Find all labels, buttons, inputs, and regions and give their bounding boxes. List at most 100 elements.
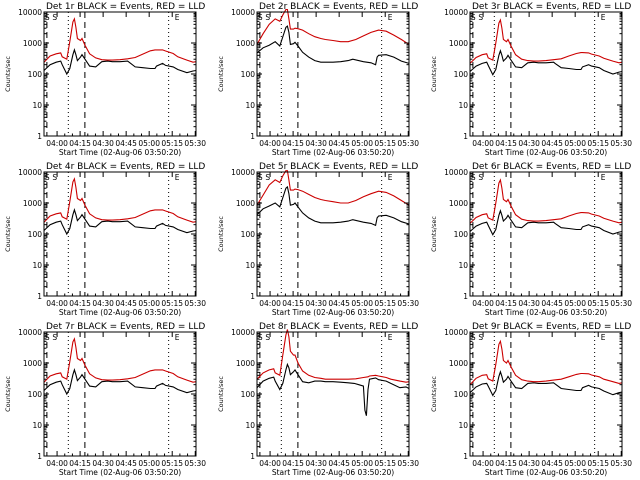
series-line-lld — [43, 17, 197, 63]
x-tick-label: 04:15 — [495, 139, 517, 148]
y-axis-label: Counts/sec — [4, 56, 12, 92]
x-tick-label: 05:15 — [161, 139, 183, 148]
x-tick-label: 05:15 — [374, 459, 396, 468]
x-axis-label: Start Time (02-Aug-06 03:50:20) — [272, 148, 394, 157]
y-tick-label: 1000 — [236, 359, 255, 368]
panel-title: Det 3r BLACK = Events, RED = LLD — [472, 2, 631, 12]
interval-marker-0: S — [258, 333, 263, 342]
x-tick-label: 04:15 — [69, 139, 91, 148]
x-tick-label: 04:45 — [541, 459, 563, 468]
x-tick-label: 05:30 — [184, 459, 206, 468]
plot-frame — [256, 11, 410, 137]
panel-title: Det 1r BLACK = Events, RED = LLD — [46, 2, 205, 12]
x-tick-label: 05:15 — [587, 139, 609, 148]
y-tick-label: 1 — [37, 132, 42, 141]
interval-marker-2: E — [388, 333, 393, 342]
y-tick-label: 10 — [245, 101, 255, 110]
x-tick-label: 04:15 — [69, 299, 91, 308]
x-tick-label: 04:45 — [541, 139, 563, 148]
panel-title: Det 6r BLACK = Events, RED = LLD — [472, 162, 631, 172]
interval-marker-2: E — [175, 13, 180, 22]
x-tick-label: 04:15 — [282, 299, 304, 308]
y-tick-label: 1 — [250, 132, 255, 141]
interval-marker-1: S — [52, 173, 57, 182]
series-line-lld — [43, 337, 197, 383]
x-tick-label: 04:45 — [328, 459, 350, 468]
x-tick-label: 04:00 — [472, 139, 494, 148]
x-axis-label: Start Time (02-Aug-06 03:50:20) — [485, 468, 607, 477]
x-axis-label: Start Time (02-Aug-06 03:50:20) — [272, 468, 394, 477]
series-line-events — [43, 208, 197, 236]
interval-marker-1: S — [265, 333, 270, 342]
panel-title: Det 2r BLACK = Events, RED = LLD — [259, 2, 418, 12]
interval-marker-2: E — [175, 173, 180, 182]
y-axis-label: Counts/sec — [430, 56, 438, 92]
y-tick-label: 1 — [463, 452, 468, 461]
x-tick-label: 05:15 — [374, 139, 396, 148]
series-line-lld — [469, 18, 623, 64]
interval-marker-1: S — [478, 333, 483, 342]
x-tick-label: 04:30 — [518, 139, 540, 148]
x-axis-label: Start Time (02-Aug-06 03:50:20) — [59, 308, 181, 317]
x-tick-label: 04:00 — [259, 459, 281, 468]
y-tick-label: 10 — [458, 421, 468, 430]
series-line-events — [256, 185, 410, 227]
y-axis-label: Counts/sec — [430, 376, 438, 412]
y-tick-label: 100 — [241, 230, 256, 239]
y-tick-label: 10000 — [18, 168, 42, 177]
y-tick-label: 100 — [28, 230, 43, 239]
x-tick-label: 04:30 — [92, 299, 114, 308]
y-tick-label: 1 — [463, 292, 468, 301]
interval-marker-2: E — [601, 173, 606, 182]
x-axis-label: Start Time (02-Aug-06 03:50:20) — [272, 308, 394, 317]
x-tick-label: 04:00 — [259, 299, 281, 308]
y-tick-label: 10 — [32, 421, 42, 430]
y-axis-label: Counts/sec — [430, 216, 438, 252]
interval-marker-0: S — [471, 333, 476, 342]
y-tick-label: 10 — [458, 101, 468, 110]
interval-marker-2: E — [388, 13, 393, 22]
y-tick-label: 100 — [28, 70, 43, 79]
y-tick-label: 10 — [245, 421, 255, 430]
interval-marker-1: S — [265, 173, 270, 182]
series-line-lld — [256, 170, 410, 206]
series-line-lld — [256, 8, 410, 45]
y-tick-label: 10000 — [444, 168, 468, 177]
y-tick-label: 1000 — [449, 199, 468, 208]
x-axis-label: Start Time (02-Aug-06 03:50:20) — [59, 468, 181, 477]
x-tick-label: 04:30 — [92, 139, 114, 148]
x-tick-label: 04:00 — [472, 299, 494, 308]
y-tick-label: 1 — [250, 292, 255, 301]
x-tick-label: 05:00 — [351, 299, 373, 308]
interval-marker-1: S — [265, 13, 270, 22]
interval-marker-0: S — [258, 173, 263, 182]
interval-marker-0: S — [45, 13, 50, 22]
x-tick-label: 04:45 — [115, 459, 137, 468]
interval-marker-2: E — [175, 333, 180, 342]
x-tick-label: 04:30 — [305, 139, 327, 148]
interval-marker-2: E — [388, 173, 393, 182]
y-tick-label: 100 — [241, 70, 256, 79]
interval-marker-1: S — [52, 13, 57, 22]
x-tick-label: 04:00 — [259, 139, 281, 148]
x-axis-label: Start Time (02-Aug-06 03:50:20) — [59, 148, 181, 157]
series-line-lld — [469, 339, 623, 386]
interval-marker-0: S — [471, 173, 476, 182]
x-tick-label: 04:00 — [46, 299, 68, 308]
series-line-events — [469, 209, 623, 236]
y-axis-label: Counts/sec — [217, 376, 225, 412]
panel-title: Det 9r BLACK = Events, RED = LLD — [472, 322, 631, 332]
x-tick-label: 04:45 — [541, 299, 563, 308]
y-axis-label: Counts/sec — [4, 376, 12, 412]
x-tick-label: 05:00 — [138, 459, 160, 468]
x-tick-label: 04:30 — [518, 459, 540, 468]
series-line-events — [469, 370, 623, 397]
x-tick-label: 05:00 — [564, 299, 586, 308]
x-tick-label: 04:30 — [305, 459, 327, 468]
x-tick-label: 05:00 — [564, 139, 586, 148]
